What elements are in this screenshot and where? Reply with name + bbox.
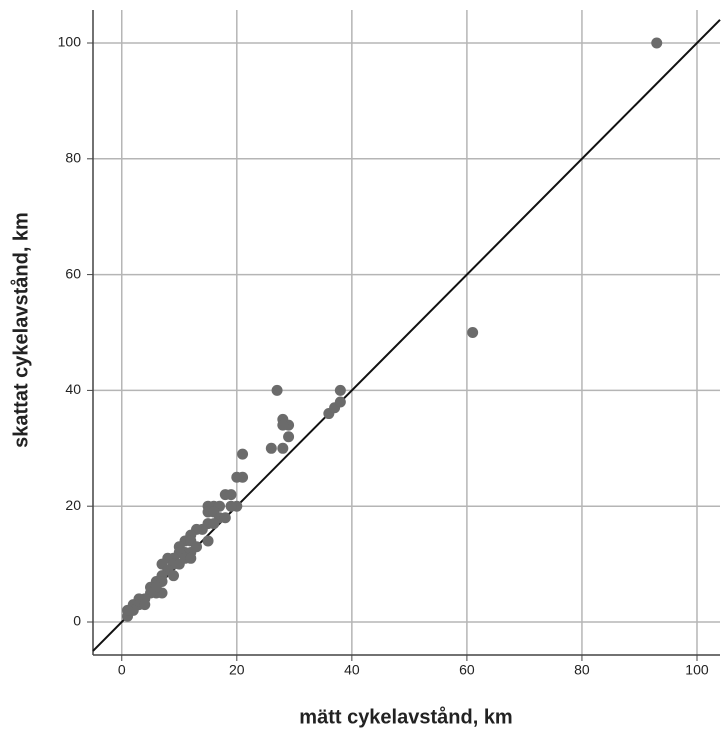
- y-tick-label: 40: [65, 381, 81, 397]
- x-tick-label: 0: [118, 662, 126, 678]
- x-axis-title: mätt cykelavstånd, km: [299, 705, 512, 728]
- point: [651, 37, 663, 49]
- y-axis-title: skattat cykelavstånd, km: [9, 212, 32, 448]
- point: [277, 442, 289, 454]
- point: [334, 396, 346, 408]
- point: [139, 599, 151, 611]
- point: [225, 489, 237, 501]
- y-tick-label: 0: [73, 613, 81, 629]
- point: [202, 535, 214, 547]
- x-tick-label: 80: [574, 662, 590, 678]
- point: [283, 431, 295, 443]
- point: [225, 500, 237, 512]
- x-tick-label: 40: [344, 662, 360, 678]
- point: [208, 518, 220, 530]
- point: [237, 448, 249, 460]
- point: [237, 471, 249, 483]
- point: [334, 384, 346, 396]
- x-tick-label: 20: [229, 662, 245, 678]
- point: [265, 442, 277, 454]
- point: [277, 419, 289, 431]
- point: [271, 384, 283, 396]
- point: [168, 570, 180, 582]
- point: [467, 327, 479, 338]
- x-tick-label: 60: [459, 662, 475, 678]
- point: [122, 604, 134, 616]
- x-tick-label: 100: [685, 662, 709, 678]
- y-tick-label: 100: [58, 34, 82, 50]
- y-tick-label: 80: [65, 150, 81, 166]
- y-tick-label: 60: [65, 265, 81, 281]
- point: [219, 512, 231, 524]
- y-tick-label: 20: [65, 497, 81, 513]
- point: [185, 552, 197, 564]
